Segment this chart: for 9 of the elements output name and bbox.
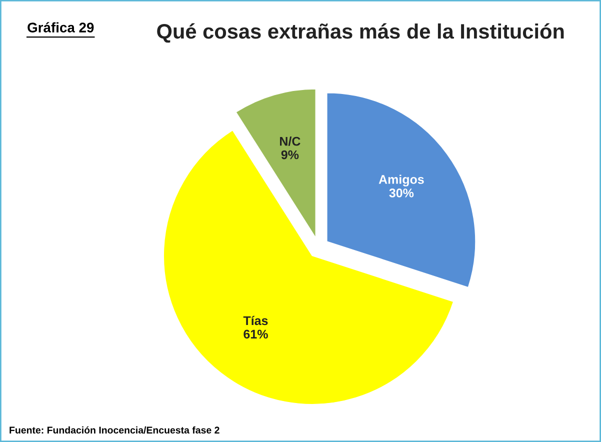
chart-title: Qué cosas extrañas más de la Institución: [157, 23, 564, 43]
text: Gráfica 29: [28, 22, 94, 32]
source-note: Fuente: Fundación Inocencia/Encuesta fase 2: [10, 426, 220, 434]
slice-label: Tías: [243, 316, 268, 326]
data-label: 9%: [281, 150, 299, 160]
slice-label: Amigos: [378, 174, 424, 186]
data-label: 61%: [244, 330, 268, 339]
slice-label: N/C: [280, 136, 300, 146]
data-label: 30%: [389, 188, 414, 198]
